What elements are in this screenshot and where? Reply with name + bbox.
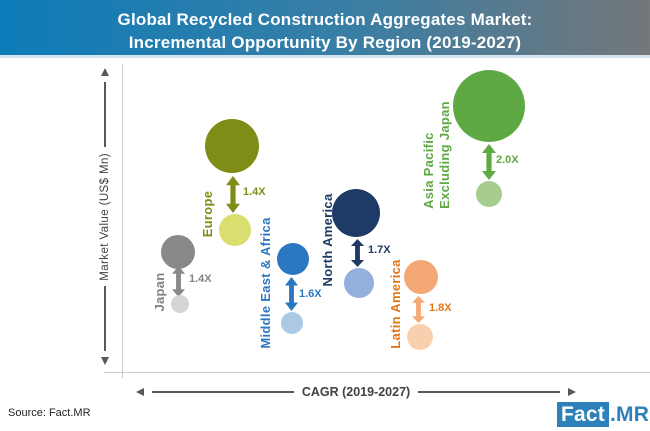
chart-title-line2: Incremental Opportunity By Region (2019-… [128, 33, 522, 53]
multiplier-label-north-america: 1.7X [368, 244, 391, 256]
region-label-latin-america: Latin America [387, 259, 403, 349]
region-label-asia-pacific: Asia Pacific Excluding Japan [420, 101, 452, 209]
x-axis-arrow-group: CAGR (2019-2027) [136, 384, 577, 400]
region-label-japan: Japan [151, 272, 167, 312]
arrow-left-icon [136, 388, 144, 396]
bubble-large-latin-america [404, 260, 438, 294]
y-axis-arrow-group: Market Value (US$ Mn) [97, 68, 113, 366]
factmr-logo-fact: Fact [557, 402, 609, 427]
multiplier-arrow-icon-japan [172, 266, 185, 297]
chart-header: Global Recycled Construction Aggregates … [0, 0, 650, 58]
y-axis-label: Market Value (US$ Mn) [99, 152, 111, 281]
multiplier-label-latin-america: 1.8X [429, 302, 452, 314]
multiplier-label-europe: 1.4X [243, 186, 266, 198]
bubble-small-middle-east-africa [281, 312, 303, 334]
bubble-large-asia-pacific [453, 70, 525, 142]
bubble-small-europe [219, 214, 251, 246]
arrow-down-icon [101, 357, 109, 366]
bubble-small-latin-america [407, 324, 433, 350]
multiplier-arrow-icon-middle-east-africa [285, 277, 298, 311]
arrow-up-icon [101, 68, 109, 76]
bubble-small-japan [171, 295, 189, 313]
region-label-europe: Europe [199, 190, 215, 238]
bubble-large-north-america [332, 189, 380, 237]
multiplier-label-japan: 1.4X [189, 273, 212, 285]
multiplier-label-asia-pacific: 2.0X [496, 154, 519, 166]
chart-title: Global Recycled Construction Aggregates … [0, 0, 650, 55]
arrow-right-icon [568, 388, 577, 396]
bubble-small-north-america [344, 268, 374, 298]
multiplier-arrow-icon-north-america [351, 239, 364, 267]
factmr-logo-mr: .MR [609, 402, 650, 426]
region-label-north-america: North America [319, 193, 335, 287]
x-axis-label: CAGR (2019-2027) [301, 385, 411, 399]
multiplier-arrow-icon-asia-pacific [482, 144, 496, 180]
x-axis-line [104, 372, 650, 373]
y-axis-arrow-shaft [104, 82, 106, 147]
source-attribution: Source: Fact.MR [8, 407, 91, 419]
region-label-middle-east-africa: Middle East & Africa [257, 217, 273, 349]
multiplier-arrow-icon-europe [226, 176, 240, 213]
multiplier-label-middle-east-africa: 1.6X [299, 288, 322, 300]
multiplier-arrow-icon-latin-america [412, 296, 425, 323]
y-axis-arrow-shaft [104, 286, 106, 352]
factmr-logo: Fact .MR [557, 402, 649, 427]
y-axis-line [122, 64, 123, 378]
bubble-large-middle-east-africa [277, 243, 309, 275]
x-axis-arrow-shaft [152, 391, 294, 393]
bubble-small-asia-pacific [476, 181, 502, 207]
chart-title-line1: Global Recycled Construction Aggregates … [117, 10, 533, 29]
bubble-large-europe [205, 119, 259, 173]
bubble-large-japan [161, 235, 195, 269]
x-axis-arrow-shaft [418, 391, 561, 393]
